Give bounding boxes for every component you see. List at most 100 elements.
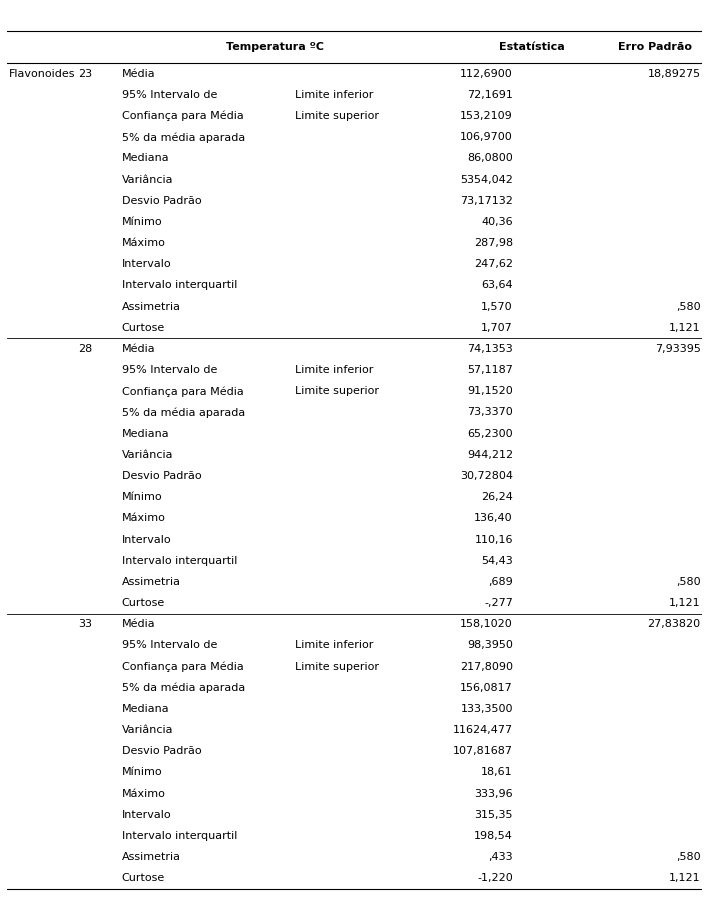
Text: Limite inferior: Limite inferior [296,90,374,100]
Text: Mínimo: Mínimo [122,217,162,227]
Text: Máximo: Máximo [122,513,166,523]
Text: 107,81687: 107,81687 [453,747,513,757]
Text: 5% da média aparada: 5% da média aparada [122,132,245,142]
Text: Limite superior: Limite superior [296,662,379,672]
Text: Variância: Variância [122,450,173,460]
Text: 1,707: 1,707 [481,323,513,333]
Text: Curtose: Curtose [122,598,165,608]
Text: Erro Padrão: Erro Padrão [618,43,692,52]
Text: 1,121: 1,121 [669,598,700,608]
Text: Assimetria: Assimetria [122,576,181,586]
Text: Máximo: Máximo [122,238,166,248]
Text: ,580: ,580 [676,301,700,311]
Text: 63,64: 63,64 [481,281,513,291]
Text: Intervalo interquartil: Intervalo interquartil [122,281,237,291]
Text: ,433: ,433 [489,853,513,862]
Text: 110,16: 110,16 [474,535,513,545]
Text: 65,2300: 65,2300 [467,429,513,439]
Text: 153,2109: 153,2109 [460,111,513,121]
Text: 33: 33 [78,619,92,629]
Text: Mediana: Mediana [122,154,169,164]
Text: ,580: ,580 [676,576,700,586]
Text: Desvio Padrão: Desvio Padrão [122,471,201,481]
Text: Intervalo: Intervalo [122,810,172,820]
Text: 133,3500: 133,3500 [460,704,513,714]
Text: 26,24: 26,24 [481,492,513,502]
Text: 112,6900: 112,6900 [460,69,513,79]
Text: 73,3370: 73,3370 [467,407,513,417]
Text: Desvio Padrão: Desvio Padrão [122,747,201,757]
Text: 1,121: 1,121 [669,323,700,333]
Text: Mínimo: Mínimo [122,492,162,502]
Text: 287,98: 287,98 [474,238,513,248]
Text: 54,43: 54,43 [481,556,513,566]
Text: Variância: Variância [122,175,173,185]
Text: Máximo: Máximo [122,788,166,798]
Text: 136,40: 136,40 [474,513,513,523]
Text: 18,89275: 18,89275 [647,69,700,79]
Text: Variância: Variância [122,725,173,735]
Text: -,277: -,277 [484,598,513,608]
Text: 95% Intervalo de: 95% Intervalo de [122,641,217,651]
Text: 315,35: 315,35 [474,810,513,820]
Text: 74,1353: 74,1353 [467,344,513,354]
Text: Limite superior: Limite superior [296,111,379,121]
Text: 217,8090: 217,8090 [460,662,513,672]
Text: Curtose: Curtose [122,873,165,883]
Text: 23: 23 [78,69,92,79]
Text: Limite inferior: Limite inferior [296,365,374,376]
Text: Desvio Padrão: Desvio Padrão [122,195,201,205]
Text: Curtose: Curtose [122,323,165,333]
Text: 95% Intervalo de: 95% Intervalo de [122,90,217,100]
Text: 30,72804: 30,72804 [460,471,513,481]
Text: 91,1520: 91,1520 [467,386,513,396]
Text: Média: Média [122,69,155,79]
Text: 27,83820: 27,83820 [647,619,700,629]
Text: ,689: ,689 [489,576,513,586]
Text: 28: 28 [78,344,92,354]
Text: 18,61: 18,61 [481,767,513,777]
Text: -1,220: -1,220 [477,873,513,883]
Text: Confiança para Média: Confiança para Média [122,662,243,672]
Text: Confiança para Média: Confiança para Média [122,110,243,121]
Text: Limite superior: Limite superior [296,386,379,396]
Text: 72,1691: 72,1691 [467,90,513,100]
Text: 247,62: 247,62 [474,260,513,270]
Text: Flavonoides: Flavonoides [9,69,76,79]
Text: 95% Intervalo de: 95% Intervalo de [122,365,217,376]
Text: Confiança para Média: Confiança para Média [122,386,243,396]
Text: ,580: ,580 [676,853,700,862]
Text: 156,0817: 156,0817 [460,682,513,692]
Text: 944,212: 944,212 [467,450,513,460]
Text: 198,54: 198,54 [474,831,513,841]
Text: 11624,477: 11624,477 [453,725,513,735]
Text: 1,121: 1,121 [669,873,700,883]
Text: 5354,042: 5354,042 [460,175,513,185]
Text: 158,1020: 158,1020 [460,619,513,629]
Text: 7,93395: 7,93395 [654,344,700,354]
Text: Estatística: Estatística [499,43,564,52]
Text: 86,0800: 86,0800 [467,154,513,164]
Text: 5% da média aparada: 5% da média aparada [122,407,245,418]
Text: 106,9700: 106,9700 [460,132,513,142]
Text: Assimetria: Assimetria [122,853,181,862]
Text: Intervalo interquartil: Intervalo interquartil [122,831,237,841]
Text: 1,570: 1,570 [481,301,513,311]
Text: Limite inferior: Limite inferior [296,641,374,651]
Text: Intervalo: Intervalo [122,260,172,270]
Text: Mediana: Mediana [122,429,169,439]
Text: 73,17132: 73,17132 [460,195,513,205]
Text: Média: Média [122,344,155,354]
Text: 57,1187: 57,1187 [467,365,513,376]
Text: Mínimo: Mínimo [122,767,162,777]
Text: Temperatura ºC: Temperatura ºC [225,43,323,52]
Text: 5% da média aparada: 5% da média aparada [122,682,245,693]
Text: 98,3950: 98,3950 [467,641,513,651]
Text: Assimetria: Assimetria [122,301,181,311]
Text: Mediana: Mediana [122,704,169,714]
Text: Média: Média [122,619,155,629]
Text: 333,96: 333,96 [474,788,513,798]
Text: 40,36: 40,36 [481,217,513,227]
Text: Intervalo: Intervalo [122,535,172,545]
Text: Intervalo interquartil: Intervalo interquartil [122,556,237,566]
